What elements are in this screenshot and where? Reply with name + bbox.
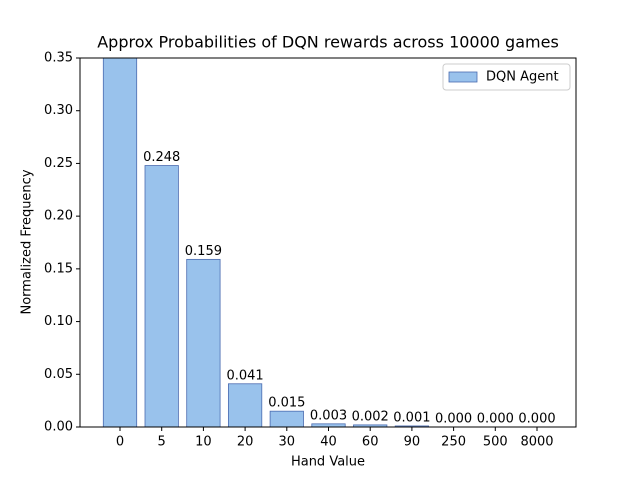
y-tick-label: 0.00 bbox=[44, 420, 73, 435]
x-tick-label: 90 bbox=[404, 435, 421, 450]
bar bbox=[269, 410, 304, 427]
x-tick-label: 8000 bbox=[520, 435, 553, 450]
bar bbox=[144, 165, 179, 427]
y-tick-label: 0.05 bbox=[44, 367, 73, 382]
bar bbox=[186, 258, 221, 427]
plot-area bbox=[102, 58, 430, 427]
x-tick-label: 250 bbox=[441, 435, 466, 450]
x-axis-label: Hand Value bbox=[291, 455, 365, 470]
y-axis-label: Normalized Frequency bbox=[20, 169, 35, 314]
x-tick-label: 0 bbox=[116, 435, 124, 450]
y-tick-label: 0.10 bbox=[44, 314, 73, 329]
legend-label: DQN Agent bbox=[486, 70, 559, 85]
x-tick-label: 30 bbox=[279, 435, 296, 450]
legend-box bbox=[442, 63, 571, 91]
x-tick-label: 5 bbox=[158, 435, 166, 450]
y-tick-label: 0.15 bbox=[44, 261, 73, 276]
value-label: 0.041 bbox=[226, 368, 263, 383]
legend-swatch bbox=[448, 71, 478, 83]
x-tick-label: 40 bbox=[320, 435, 337, 450]
x-tick-label: 60 bbox=[362, 435, 379, 450]
y-tick-label: 0.30 bbox=[44, 103, 73, 118]
y-tick-label: 0.35 bbox=[44, 51, 73, 66]
value-label: 0.000 bbox=[477, 412, 514, 427]
x-tick-label: 10 bbox=[195, 435, 212, 450]
value-label: 0.002 bbox=[352, 409, 389, 424]
bar bbox=[102, 58, 138, 427]
bar bbox=[227, 383, 263, 427]
value-label: 0.000 bbox=[435, 412, 472, 427]
y-tick-label: 0.20 bbox=[44, 209, 73, 224]
value-label: 0.159 bbox=[185, 244, 222, 259]
value-label: 0.000 bbox=[518, 412, 555, 427]
value-label: 0.248 bbox=[143, 150, 180, 165]
x-tick-label: 20 bbox=[237, 435, 254, 450]
x-tick-label: 500 bbox=[483, 435, 508, 450]
value-label: 0.003 bbox=[310, 408, 347, 423]
value-label: 0.015 bbox=[268, 396, 305, 411]
y-tick-label: 0.25 bbox=[44, 156, 73, 171]
chart-title: Approx Probabilities of DQN rewards acro… bbox=[97, 33, 559, 52]
value-label: 0.001 bbox=[393, 410, 430, 425]
